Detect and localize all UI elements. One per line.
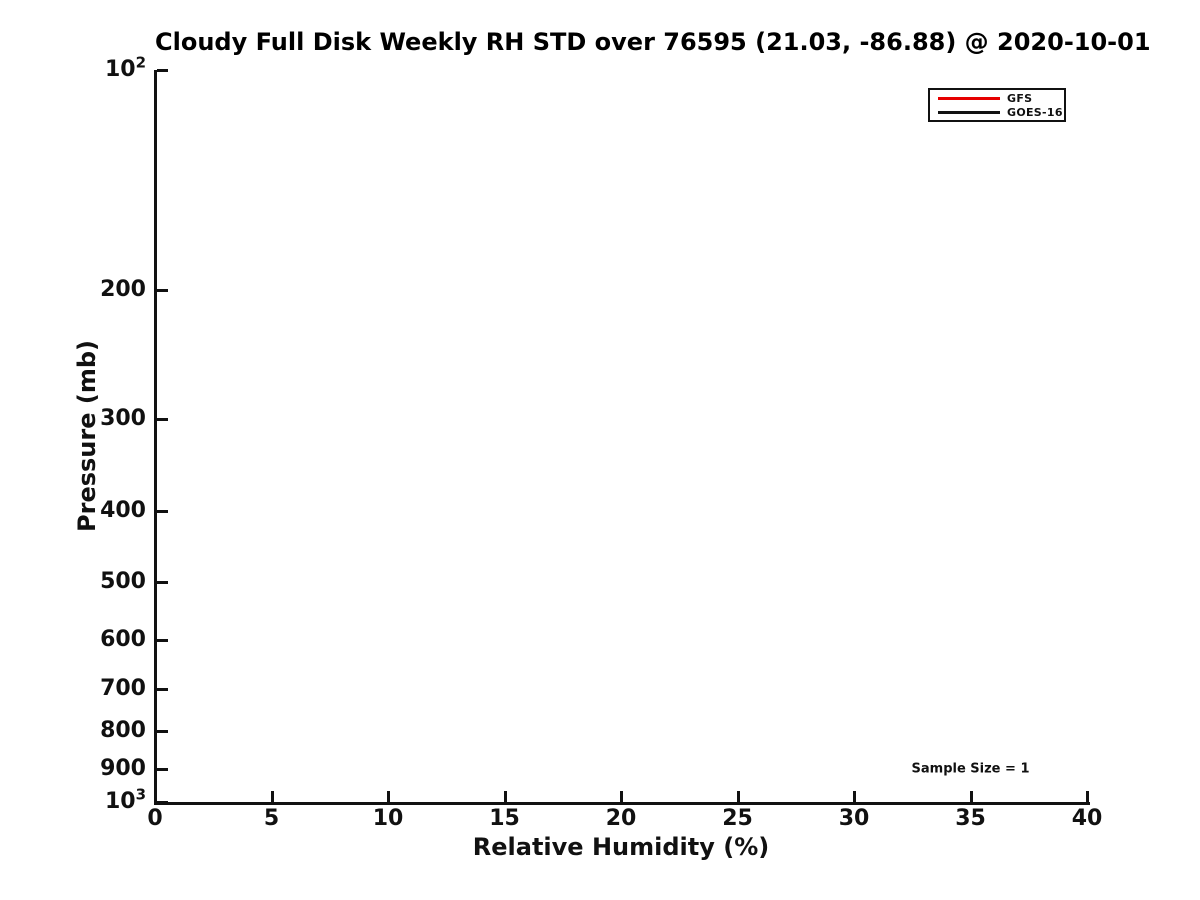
x-tick-mark: [1086, 791, 1089, 802]
chart-title: Cloudy Full Disk Weekly RH STD over 7659…: [155, 28, 1151, 56]
x-tick-mark: [736, 791, 740, 802]
x-tick-label: 5: [263, 806, 280, 831]
y-axis-spine: [154, 70, 157, 805]
legend-entry: GFS: [930, 93, 1064, 104]
y-tick-label: 300: [100, 406, 146, 432]
x-tick-mark: [154, 791, 157, 802]
legend-entry-label: GOES-16: [1007, 105, 1063, 119]
x-tick-mark: [969, 791, 973, 802]
y-tick-label: 103: [104, 785, 146, 814]
x-tick-mark: [387, 791, 390, 802]
y-tick-label: 900: [100, 755, 146, 781]
x-tick-label: 0: [147, 806, 163, 831]
y-tick-label: 800: [100, 718, 146, 744]
y-tick-label: 102: [104, 53, 146, 82]
y-tick-mark: [157, 638, 168, 642]
plot-area: [155, 70, 1087, 802]
y-tick-mark: [157, 730, 168, 734]
legend-line-swatch: [938, 96, 1000, 100]
x-tick-label: 15: [489, 806, 520, 831]
y-tick-mark: [157, 69, 168, 72]
x-tick-mark: [503, 791, 507, 802]
y-tick-label: 500: [100, 568, 146, 594]
y-tick-mark: [157, 509, 168, 513]
y-tick-mark: [157, 418, 168, 422]
x-tick-label: 30: [838, 806, 870, 831]
y-tick-label: 200: [100, 277, 146, 303]
y-tick-mark: [157, 767, 168, 771]
legend: GFS GOES-16: [928, 88, 1066, 122]
x-tick-label: 10: [372, 806, 404, 831]
y-tick-label: 400: [100, 497, 146, 523]
legend-line-swatch: [938, 110, 1000, 114]
y-tick-mark: [157, 580, 168, 584]
x-tick-label: 40: [1071, 806, 1103, 831]
y-tick-mark: [157, 801, 168, 804]
x-axis-label: Relative Humidity (%): [472, 833, 770, 861]
x-tick-mark: [270, 791, 274, 802]
x-tick-label: 20: [605, 806, 637, 831]
x-tick-mark: [853, 791, 856, 802]
y-tick-mark: [157, 289, 168, 293]
y-tick-mark: [157, 687, 168, 691]
y-tick-label: 700: [100, 675, 146, 701]
legend-entry: GOES-16: [930, 107, 1064, 118]
x-tick-label: 25: [722, 806, 753, 831]
x-tick-label: 35: [955, 806, 986, 831]
sample-size-annotation: Sample Size = 1: [911, 761, 1030, 776]
x-axis-spine: [154, 802, 1090, 805]
x-tick-mark: [620, 791, 623, 802]
y-tick-label: 600: [100, 626, 146, 652]
legend-entry-label: GFS: [1007, 91, 1033, 105]
